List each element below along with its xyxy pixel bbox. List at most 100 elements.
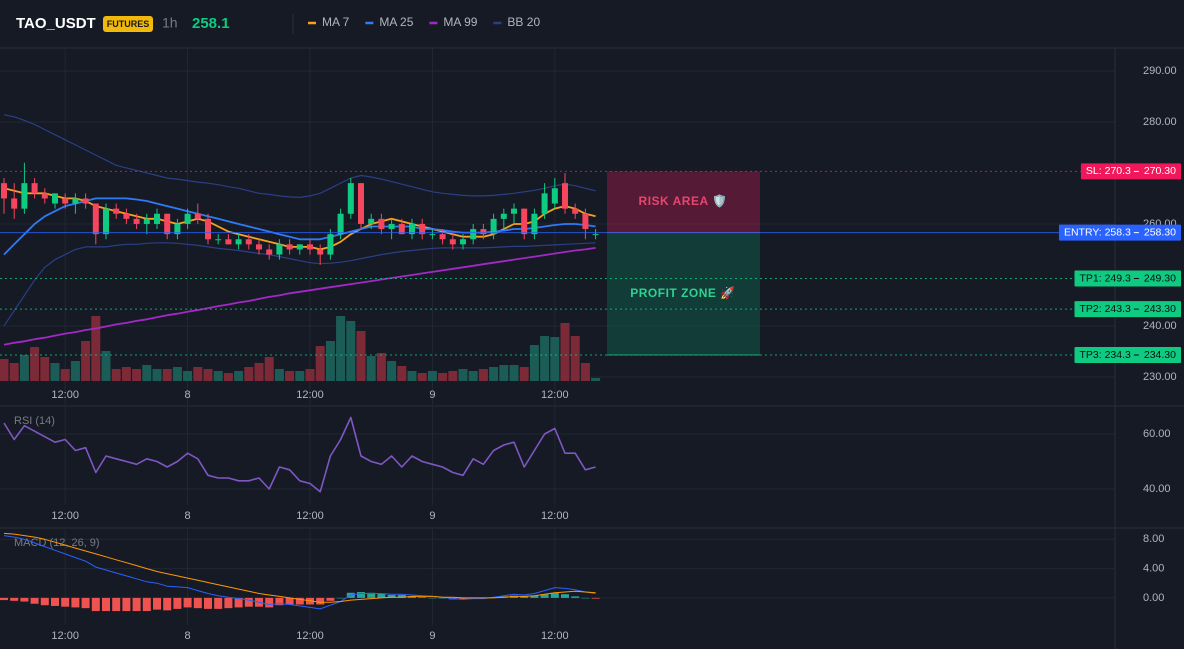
histogram-bar — [40, 597, 49, 606]
candle-body — [41, 193, 48, 199]
volume-bar — [50, 363, 60, 381]
candle-body — [215, 239, 222, 241]
x-tick-label: 12:00 — [541, 510, 569, 522]
level-label: SL: 270.3 — [1086, 165, 1131, 177]
zone-label: PROFIT ZONE 🚀 — [630, 286, 735, 300]
candle-body — [194, 213, 201, 219]
histogram-bar — [91, 597, 100, 612]
histogram-bar — [418, 597, 427, 598]
level-axis-label: 249.30 — [1144, 272, 1176, 284]
header: TAO_USDT FUTURES 1h 258.1 — [16, 14, 294, 34]
histogram-bar — [122, 597, 131, 612]
market-badge — [103, 16, 153, 32]
y-tick-label: 280.00 — [1143, 116, 1177, 128]
volume-bar — [183, 371, 193, 381]
histogram-bar — [326, 597, 335, 601]
histogram-bar — [102, 597, 110, 612]
candle-body — [378, 218, 385, 230]
interval: 1h — [162, 15, 178, 31]
symbol: TAO_USDT — [16, 15, 96, 32]
indicator-line — [3, 114, 596, 198]
volume-bar — [591, 378, 601, 381]
histogram-bar — [285, 597, 294, 605]
histogram-bar — [71, 597, 80, 608]
candle-body — [521, 208, 528, 235]
candle-body — [52, 193, 58, 204]
histogram-bar — [336, 597, 345, 599]
level-label: TP3: 234.3 — [1080, 349, 1132, 361]
candle-body — [429, 234, 436, 236]
histogram-bar — [265, 597, 274, 608]
candle-body — [31, 183, 38, 194]
candle-body — [266, 249, 273, 255]
histogram-bar — [367, 592, 376, 598]
volume-bar — [172, 367, 182, 381]
candle-body — [398, 223, 405, 235]
candle-body — [235, 239, 242, 245]
candle-body — [500, 213, 507, 219]
volume-bar — [580, 363, 590, 381]
level-tag — [1080, 163, 1181, 180]
histogram-bar — [112, 597, 121, 612]
legend-label: MA 7 — [322, 15, 350, 29]
volume-bar — [346, 321, 356, 381]
indicator-line — [3, 242, 596, 327]
candle-body — [1, 183, 7, 199]
volume-bar — [81, 341, 91, 381]
histogram-bar — [173, 597, 182, 609]
candle-body — [551, 188, 558, 204]
volume-bar — [0, 359, 9, 381]
histogram-bar — [20, 597, 29, 602]
histogram-bar — [214, 597, 223, 609]
level-label: TP1: 249.3 — [1080, 272, 1132, 284]
last-price: 258.1 — [192, 15, 230, 32]
x-tick-label: 12:00 — [51, 510, 79, 522]
x-tick-label: 8 — [185, 510, 191, 522]
volume-bar — [152, 369, 162, 381]
volume-bar — [60, 369, 70, 381]
volume-bar — [417, 373, 427, 381]
volume-bar — [499, 365, 509, 381]
histogram-bar — [408, 596, 416, 598]
histogram-bar — [295, 597, 304, 605]
histogram-bar — [132, 597, 141, 612]
candle-body — [327, 234, 334, 255]
histogram-bar — [224, 597, 233, 609]
volume-bar — [570, 336, 580, 381]
volume-bar — [325, 341, 335, 381]
level-label: ENTRY: 258.3 — [1064, 226, 1131, 238]
histogram-bar — [244, 597, 253, 607]
level-tag — [1074, 347, 1181, 364]
candle-body — [164, 213, 171, 235]
volume-bar — [142, 365, 152, 381]
candle-body — [276, 244, 283, 255]
zone — [607, 232, 760, 356]
histogram-bar — [51, 597, 59, 606]
volume-bar — [489, 367, 499, 381]
candle-body — [409, 223, 415, 235]
histogram-bar — [540, 594, 549, 598]
y-tick-label: 230.00 — [1143, 371, 1177, 383]
candle-body — [317, 249, 324, 255]
volume-bar — [448, 371, 458, 381]
histogram-bar — [428, 597, 437, 599]
x-tick-label: 9 — [429, 630, 435, 642]
x-tick-label: 12:00 — [541, 630, 569, 642]
volume-bar — [264, 357, 274, 381]
histogram-bar — [438, 597, 447, 599]
volume-bar — [540, 336, 550, 381]
volume-bar — [407, 371, 417, 381]
volume-bar — [560, 323, 570, 381]
candle-body — [562, 183, 568, 209]
volume-bar — [162, 369, 172, 381]
candle-body — [72, 198, 79, 204]
histogram-bar — [183, 597, 192, 608]
volume-bar — [91, 316, 101, 381]
histogram-bar — [561, 594, 569, 598]
candle-body — [572, 208, 579, 214]
candle-body — [358, 183, 364, 224]
volume-bar — [336, 316, 346, 381]
x-tick-label: 12:00 — [296, 389, 324, 401]
histogram-bar — [591, 597, 600, 599]
x-tick-label: 9 — [429, 510, 435, 522]
